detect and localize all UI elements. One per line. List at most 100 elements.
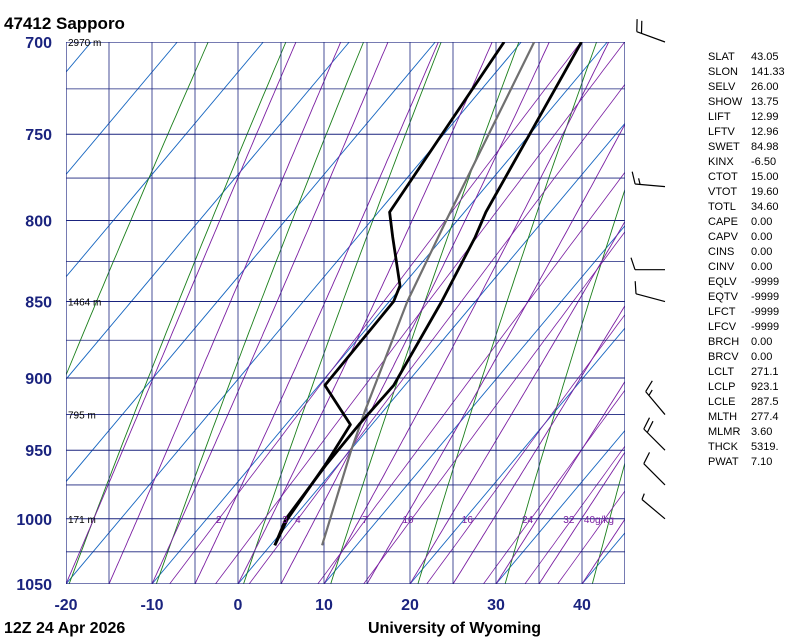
wind-barb (630, 257, 666, 271)
mixing-ratio-line (317, 171, 625, 584)
index-name: LFCV (708, 321, 737, 333)
dry-adiabat-line (66, 42, 209, 377)
index-row: LFTV 12.96 (708, 125, 785, 140)
temperature-line (273, 42, 506, 546)
plot-frame (66, 42, 625, 584)
dry-adiabat-line (417, 42, 598, 584)
index-value: 0.00 (751, 261, 773, 273)
index-name: LIFT (708, 111, 731, 123)
isotherm-line (66, 42, 92, 73)
index-name: CINS (708, 246, 735, 258)
isotherm-line (323, 224, 625, 584)
mixing-ratio-label: 3 (282, 515, 288, 526)
index-row: LCLE 287.5 (708, 395, 785, 410)
wind-barb (641, 493, 666, 520)
index-value: 277.4 (751, 411, 779, 423)
y-tick-label: 950 (25, 443, 52, 460)
index-value: 0.00 (751, 351, 773, 363)
isotherm-line (66, 42, 350, 380)
index-name: SELV (708, 81, 736, 93)
index-row: BRCH 0.00 (708, 335, 785, 350)
x-tick-label: 30 (487, 597, 505, 614)
dry-adiabat-line (68, 42, 287, 584)
grid-lines (66, 42, 625, 584)
isotherm-line (66, 42, 436, 483)
wind-barb (631, 171, 666, 188)
chart-title: 47412 Sapporo (4, 14, 125, 33)
moist-adiabat-line (409, 220, 625, 584)
mixing-ratio-line (363, 230, 625, 584)
height-label: 2970 m (68, 38, 101, 49)
isotherm-line (237, 122, 625, 584)
index-row: THCK 5319. (708, 440, 785, 455)
y-tick-label: 750 (25, 127, 52, 144)
index-name: VTOT (708, 186, 738, 198)
index-row: PWAT 7.10 (708, 455, 785, 470)
height-label: 1464 m (68, 298, 101, 309)
index-row: CAPE 0.00 (708, 215, 785, 230)
moist-adiabat-line (538, 451, 625, 584)
x-tick-label: -20 (54, 597, 77, 614)
x-tick-label: 20 (401, 597, 419, 614)
mixing-ratio-label: 32 (563, 515, 575, 526)
index-row: LCLT 271.1 (708, 365, 785, 380)
index-value: 0.00 (751, 336, 773, 348)
index-row: TOTL 34.60 (708, 200, 785, 215)
index-row: MLTH 277.4 (708, 410, 785, 425)
index-row: SLAT 43.05 (708, 50, 785, 65)
y-tick-label: 1000 (16, 512, 52, 529)
y-tick-label: 850 (25, 295, 52, 312)
index-value: 3.60 (751, 426, 773, 438)
index-name: CINV (708, 261, 735, 273)
source-label: University of Wyoming (368, 620, 541, 637)
wind-barbs (630, 19, 666, 520)
x-tick-label: 10 (315, 597, 333, 614)
y-tick-label: 800 (25, 213, 52, 230)
indices-table: SLAT 43.05 SLON 141.33 SELV 26.00 SHOW 13.75 LIF… (708, 50, 785, 470)
index-value: 43.05 (751, 51, 779, 63)
moist-adiabat-line (66, 42, 297, 584)
index-name: LCLP (708, 381, 736, 393)
index-name: KINX (708, 156, 734, 168)
index-value: 12.96 (751, 126, 779, 138)
index-value: -9999 (751, 276, 780, 288)
index-name: MLMR (708, 426, 741, 438)
wind-barb (636, 19, 666, 43)
index-row: SELV 26.00 (708, 80, 785, 95)
index-row: LFCV -9999 (708, 320, 785, 335)
mixing-ratio-label: 10 (402, 515, 414, 526)
index-value: 0.00 (751, 246, 773, 258)
isotherm-line (409, 327, 625, 584)
index-row: BRCV 0.00 (708, 350, 785, 365)
index-name: CAPV (708, 231, 738, 243)
index-value: 34.60 (751, 201, 779, 213)
wind-barb (645, 380, 666, 415)
dry-adiabat-line (243, 42, 442, 584)
mixing-ratio-label: 7 (362, 515, 368, 526)
mixing-ratio-label: 40g/kg (584, 515, 614, 526)
index-row: VTOT 19.60 (708, 185, 785, 200)
index-row: CAPV 0.00 (708, 230, 785, 245)
index-value: 19.60 (751, 186, 779, 198)
x-tick-label: 0 (234, 597, 243, 614)
index-value: 923.1 (751, 381, 779, 393)
moist-adiabat-line (237, 42, 493, 584)
index-value: 26.00 (751, 81, 779, 93)
wind-barb (634, 281, 666, 303)
index-name: LCLE (708, 396, 736, 408)
y-tick-label: 1050 (16, 577, 52, 594)
mixing-ratio-line (215, 42, 625, 584)
dry-adiabat-line (330, 42, 520, 584)
index-name: CAPE (708, 216, 738, 228)
index-name: LFCT (708, 306, 736, 318)
mixing-ratio-line (557, 490, 625, 584)
index-name: PWAT (708, 456, 739, 468)
moist-adiabat-line (495, 380, 625, 584)
index-name: TOTL (708, 201, 736, 213)
index-value: 7.10 (751, 456, 773, 468)
index-value: 84.98 (751, 141, 779, 153)
mixing-ratio-label: 16 (462, 515, 474, 526)
index-value: 287.5 (751, 396, 779, 408)
index-name: BRCH (708, 336, 740, 348)
